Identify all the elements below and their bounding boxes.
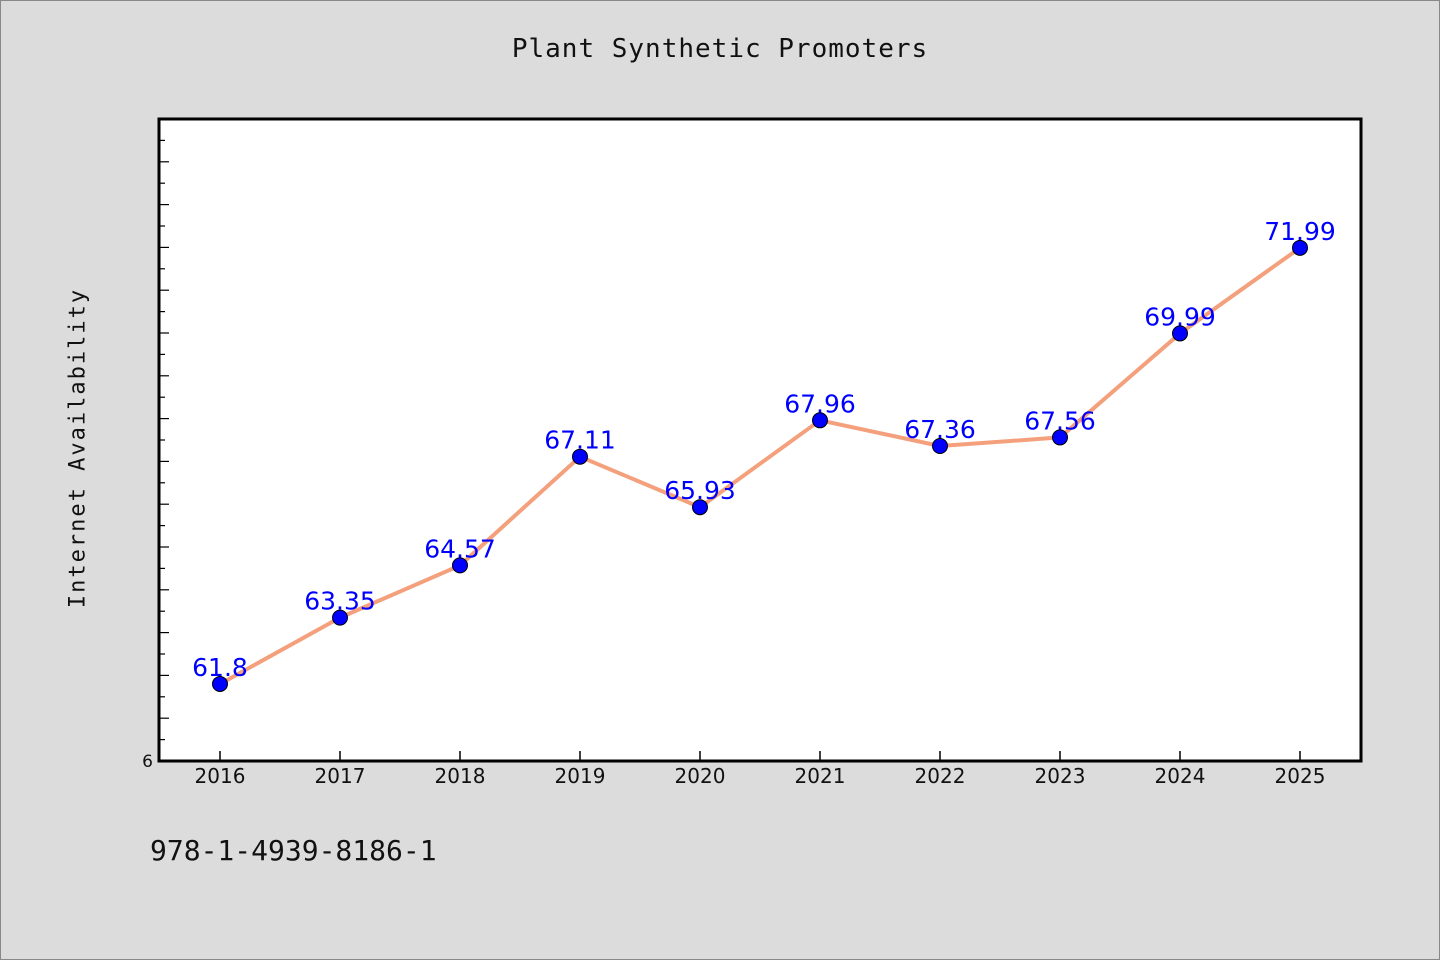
x-tick-label: 2025 <box>1275 764 1326 788</box>
data-point <box>1052 429 1068 446</box>
data-point <box>1172 325 1188 342</box>
x-tick-label: 2021 <box>795 764 846 788</box>
data-point <box>452 557 468 574</box>
x-tick-label: 2018 <box>435 764 486 788</box>
x-tick-label: 2023 <box>1035 764 1086 788</box>
x-tick-label: 2020 <box>675 764 726 788</box>
x-tick-label: 2024 <box>1155 764 1206 788</box>
data-point <box>932 437 948 454</box>
y-axis-ticks: 6 <box>142 118 169 772</box>
data-point <box>332 609 348 626</box>
data-labels: 61.8 63.35 64.57 67.11 65.93 67.96 67.36 67.56 6… <box>192 217 1336 682</box>
data-label: 71.99 <box>1264 217 1336 246</box>
isbn-text: 978-1-4939-8186-1 <box>150 834 437 867</box>
x-tick-label: 2016 <box>195 764 246 788</box>
data-label: 67.56 <box>1024 406 1096 435</box>
data-label: 65.93 <box>664 476 736 505</box>
data-label: 67.11 <box>544 426 616 455</box>
data-label: 67.96 <box>784 389 856 418</box>
data-point <box>1292 239 1308 256</box>
data-label: 63.35 <box>304 587 376 616</box>
data-point <box>812 412 828 429</box>
data-label: 64.57 <box>424 534 496 563</box>
data-label: 61.8 <box>192 653 248 682</box>
data-label: 69.99 <box>1144 302 1216 331</box>
data-label: 67.36 <box>904 415 976 444</box>
plot-area <box>157 117 1363 763</box>
y-tick-label: 6 <box>142 752 153 772</box>
data-point <box>212 675 228 692</box>
chart-title: Plant Synthetic Promoters <box>511 34 929 64</box>
data-point <box>692 499 708 516</box>
x-axis-ticks: 2016 2017 2018 2019 2020 2021 2022 2023 2024 2025 <box>195 751 1326 788</box>
x-tick-label: 2022 <box>915 764 966 788</box>
data-markers <box>212 239 1308 692</box>
x-tick-label: 2017 <box>315 764 366 788</box>
x-tick-label: 2019 <box>555 764 606 788</box>
series-line <box>219 246 1302 686</box>
data-point <box>572 448 588 465</box>
